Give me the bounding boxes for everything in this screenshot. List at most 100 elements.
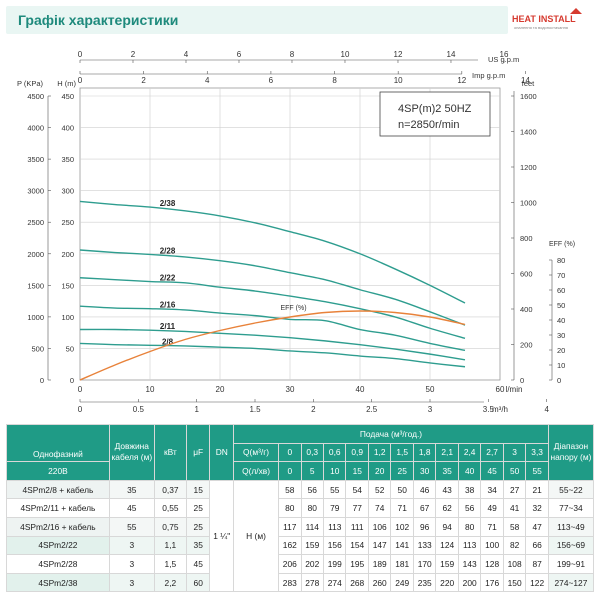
y-feet-tick-label: 200 bbox=[520, 341, 533, 350]
head-value: 102 bbox=[390, 516, 414, 537]
head-value: 79 bbox=[322, 498, 347, 518]
x-imp-tick-label: 8 bbox=[332, 76, 337, 85]
head-value: 56 bbox=[300, 479, 325, 500]
y-p-tick-label: 500 bbox=[31, 344, 44, 353]
head-value: 128 bbox=[480, 554, 504, 574]
y-eff-tick-label: 60 bbox=[557, 286, 565, 295]
y-p-tick-label: 4000 bbox=[27, 124, 44, 133]
head-value: 43 bbox=[435, 479, 459, 500]
head-value: 162 bbox=[278, 535, 302, 556]
y-eff-tick-label: 0 bbox=[557, 376, 561, 385]
x-imp-axis-label: Imp g.p.m bbox=[472, 71, 505, 80]
series-label-2-22: 2/22 bbox=[160, 274, 176, 283]
head-value: 113 bbox=[457, 535, 482, 556]
head-value: 74 bbox=[367, 498, 392, 518]
head-value: 71 bbox=[390, 498, 414, 518]
header-q-m3h-value: 0,3 bbox=[300, 442, 325, 463]
head-label: H (м) bbox=[233, 479, 280, 593]
head-value: 55 bbox=[322, 479, 347, 500]
x-lmin-tick-label: 60 bbox=[496, 385, 505, 394]
power-kw: 0,55 bbox=[153, 498, 187, 518]
head-value: 32 bbox=[525, 498, 549, 518]
y-p-tick-label: 3000 bbox=[27, 187, 44, 196]
y-h-tick-label: 450 bbox=[61, 92, 74, 101]
table-header-row: 220В Q(л/хв) 0 5 10 15 20 25 30 35 40 45 50 55 bbox=[6, 461, 594, 481]
table-row: 4SPm2/11 + кабель 45 0,55 25 80 80 79 77 74 71 67 6… bbox=[6, 498, 595, 518]
head-value: 38 bbox=[457, 479, 482, 500]
series-label-2-8: 2/8 bbox=[162, 337, 174, 346]
head-value: 113 bbox=[322, 516, 347, 537]
head-value: 220 bbox=[435, 572, 459, 593]
y-h-tick-label: 300 bbox=[61, 187, 74, 196]
x-m3h-tick-label: 2.5 bbox=[366, 405, 378, 414]
head-value: 96 bbox=[412, 516, 437, 537]
capacitor-uf: 60 bbox=[185, 572, 211, 593]
power-kw: 2,2 bbox=[153, 572, 187, 593]
model-name: 4SPm2/38 bbox=[6, 572, 110, 593]
head-value: 41 bbox=[502, 498, 527, 518]
table-row: 4SPm2/8 + кабель 35 0,37 15 1 ¼" H (м) 58 56 55 5… bbox=[6, 479, 595, 593]
x-imp-tick-label: 2 bbox=[141, 76, 146, 85]
x-us-tick-label: 2 bbox=[131, 50, 136, 59]
x-lmin-tick-label: 10 bbox=[146, 385, 155, 394]
x-m3h-tick-label: 3.5 bbox=[483, 405, 495, 414]
head-value: 133 bbox=[412, 535, 437, 556]
y-eff-tick-label: 80 bbox=[557, 256, 565, 265]
x-lmin-axis-label: l/min bbox=[506, 385, 523, 394]
header-single-phase: Однофазний bbox=[6, 423, 110, 463]
head-value: 94 bbox=[435, 516, 459, 537]
table-row: 4SPm2/16 + кабель 55 0,75 25 117 114 113 111 106… bbox=[6, 516, 595, 537]
head-value: 189 bbox=[367, 554, 392, 574]
y-feet-axis-label: feet bbox=[522, 79, 535, 88]
head-value: 50 bbox=[390, 479, 414, 500]
x-m3h-tick-label: 2 bbox=[311, 405, 316, 414]
pump-spec-table: Однофазний Довжина кабеля (м) кВт μF DN Подач… bbox=[6, 423, 595, 593]
head-value: 58 bbox=[502, 516, 527, 537]
head-value: 114 bbox=[300, 516, 325, 537]
series-line-2-38 bbox=[79, 200, 466, 304]
head-value: 67 bbox=[412, 498, 437, 518]
header-q-lmin-value: 10 bbox=[322, 461, 347, 481]
header-q-lmin-value: 50 bbox=[502, 461, 527, 481]
table-row: 4SPm2/22 3 1,1 35 162 159 156 154 147 141 133 124 11… bbox=[6, 535, 595, 556]
head-value: 199 bbox=[322, 554, 347, 574]
header-bar bbox=[6, 6, 508, 34]
header-q-lmin-value: 25 bbox=[390, 461, 414, 481]
y-eff-axis-label: EFF (%) bbox=[549, 241, 575, 248]
table-header-row: Однофазний Довжина кабеля (м) кВт μF DN Подач… bbox=[6, 423, 595, 481]
y-h-tick-label: 400 bbox=[61, 124, 74, 133]
head-value: 260 bbox=[367, 572, 392, 593]
y-h-tick-label: 200 bbox=[61, 250, 74, 259]
head-value: 77 bbox=[345, 498, 369, 518]
x-us-tick-label: 14 bbox=[447, 50, 456, 59]
power-kw: 1,5 bbox=[153, 554, 187, 574]
power-kw: 0,75 bbox=[153, 516, 187, 537]
x-imp-tick-label: 4 bbox=[205, 76, 210, 85]
y-h-axis-label: H (m) bbox=[57, 79, 76, 88]
x-us-tick-label: 16 bbox=[500, 50, 509, 59]
head-range: 156~69 bbox=[547, 535, 595, 556]
head-value: 80 bbox=[278, 498, 302, 518]
chart-subtitle: n=2850r/min bbox=[398, 119, 459, 131]
series-label-2-28: 2/28 bbox=[160, 246, 176, 255]
y-h-tick-label: 50 bbox=[66, 344, 74, 353]
header-q-lmin-value: 15 bbox=[345, 461, 369, 481]
cable-length: 35 bbox=[108, 479, 155, 500]
header-q-lmin-value: 0 bbox=[278, 461, 302, 481]
y-feet-tick-label: 400 bbox=[520, 305, 533, 314]
house-roof-icon bbox=[570, 8, 582, 14]
x-lmin-tick-label: 20 bbox=[216, 385, 225, 394]
heat-install-logo: HEAT INSTALL опалення та водопостачання bbox=[512, 8, 596, 34]
head-value: 143 bbox=[457, 554, 482, 574]
head-value: 150 bbox=[502, 572, 527, 593]
head-value: 87 bbox=[525, 554, 549, 574]
head-value: 249 bbox=[390, 572, 414, 593]
head-value: 49 bbox=[480, 498, 504, 518]
head-value: 34 bbox=[480, 479, 504, 500]
header-q-m3h-value: 1,8 bbox=[412, 442, 437, 463]
x-lmin-tick-label: 0 bbox=[78, 385, 83, 394]
y-p-tick-label: 0 bbox=[40, 376, 44, 385]
head-value: 100 bbox=[480, 535, 504, 556]
x-us-axis-label: US g.p.m bbox=[488, 55, 519, 64]
x-us-tick-label: 10 bbox=[341, 50, 350, 59]
